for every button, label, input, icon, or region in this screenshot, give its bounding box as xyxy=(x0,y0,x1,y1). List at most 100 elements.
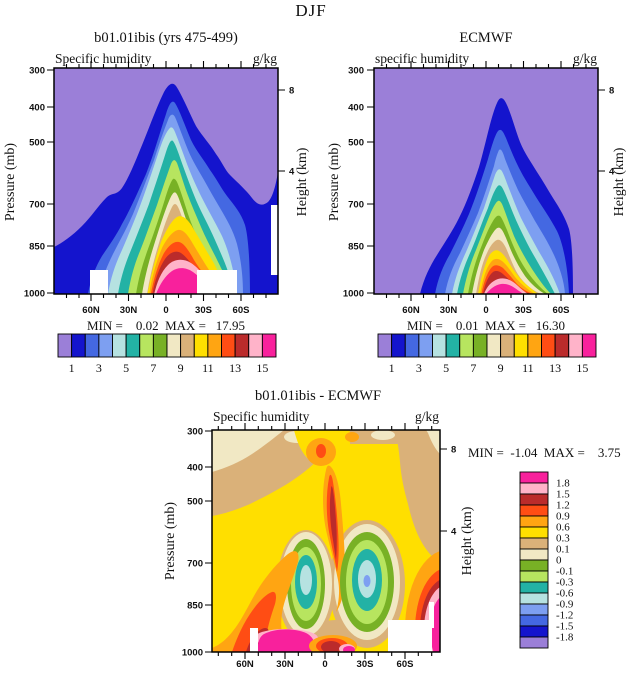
svg-text:0.9: 0.9 xyxy=(556,511,570,523)
panel-difference: b01.01ibis - ECMWF Specific humidity g/k… xyxy=(163,388,621,670)
height-axis-title: Height (km) xyxy=(460,506,475,575)
svg-text:30N: 30N xyxy=(120,305,138,316)
svg-text:850: 850 xyxy=(29,242,45,253)
topography-mask xyxy=(250,602,434,652)
svg-text:60S: 60S xyxy=(397,659,414,670)
svg-text:400: 400 xyxy=(348,103,364,114)
svg-text:1000: 1000 xyxy=(182,648,203,659)
svg-text:4: 4 xyxy=(289,167,295,178)
y-axis-tick-labels: 300 400 500 700 850 1000 xyxy=(24,66,45,300)
svg-text:8: 8 xyxy=(451,445,456,456)
svg-text:60S: 60S xyxy=(553,305,570,316)
y-axis-title: Pressure (mb) xyxy=(3,143,18,221)
height-axis-tick-labels: 8 4 xyxy=(609,86,615,178)
svg-text:9: 9 xyxy=(498,361,504,375)
svg-text:850: 850 xyxy=(348,242,364,253)
svg-text:7: 7 xyxy=(150,361,156,375)
units-label: g/kg xyxy=(573,51,597,66)
contour-field-model xyxy=(54,68,278,294)
svg-text:1: 1 xyxy=(389,361,395,375)
svg-text:1.8: 1.8 xyxy=(556,478,570,490)
svg-text:500: 500 xyxy=(348,138,364,149)
svg-text:0.1: 0.1 xyxy=(556,544,570,556)
svg-text:3: 3 xyxy=(416,361,422,375)
svg-text:700: 700 xyxy=(187,559,203,570)
svg-text:11: 11 xyxy=(522,361,534,375)
svg-text:-0.6: -0.6 xyxy=(556,588,574,600)
svg-text:0.3: 0.3 xyxy=(556,533,570,545)
colorbar: 1 3 5 7 9 11 13 15 xyxy=(57,333,277,375)
svg-text:60N: 60N xyxy=(236,659,254,670)
panel-subtitle: Specific humidity xyxy=(55,51,152,66)
svg-text:4: 4 xyxy=(451,527,457,538)
axis-ticks xyxy=(47,61,285,301)
svg-text:-0.9: -0.9 xyxy=(556,599,574,611)
svg-text:3: 3 xyxy=(96,361,102,375)
svg-text:300: 300 xyxy=(348,66,364,77)
svg-text:400: 400 xyxy=(29,103,45,114)
svg-text:15: 15 xyxy=(256,361,268,375)
svg-text:-1.8: -1.8 xyxy=(556,632,574,644)
svg-text:1.5: 1.5 xyxy=(556,489,570,501)
svg-text:500: 500 xyxy=(187,497,203,508)
svg-text:8: 8 xyxy=(609,86,614,97)
minmax-label: MIN = -1.04 MAX = 3.75 xyxy=(468,445,621,460)
svg-text:850: 850 xyxy=(187,601,203,612)
svg-text:8: 8 xyxy=(289,86,294,97)
svg-text:0: 0 xyxy=(163,305,168,316)
panel-title: b01.01ibis - ECMWF xyxy=(255,388,381,404)
axis-ticks xyxy=(367,61,605,301)
units-label: g/kg xyxy=(415,409,439,424)
svg-text:7: 7 xyxy=(470,361,476,375)
figure-title: DJF xyxy=(295,1,327,20)
panel-model: b01.01ibis (yrs 475-499) Specific humidi… xyxy=(3,30,310,375)
svg-text:30S: 30S xyxy=(515,305,532,316)
svg-text:-0.1: -0.1 xyxy=(556,566,573,578)
svg-text:15: 15 xyxy=(576,361,588,375)
x-axis-tick-labels: 60N 30N 0 30S 60S xyxy=(236,659,413,670)
svg-text:5: 5 xyxy=(443,361,449,375)
svg-text:13: 13 xyxy=(549,361,561,375)
colorbar: 1 3 5 7 9 11 13 15 xyxy=(377,333,597,375)
svg-text:11: 11 xyxy=(202,361,214,375)
contour-field-difference xyxy=(212,430,440,652)
svg-text:1: 1 xyxy=(69,361,75,375)
svg-text:9: 9 xyxy=(178,361,184,375)
svg-text:0: 0 xyxy=(483,305,488,316)
topography-mask xyxy=(90,205,278,294)
plot-frame xyxy=(211,429,441,653)
y-axis-tick-labels: 300 400 500 700 850 1000 xyxy=(182,427,203,659)
svg-text:30S: 30S xyxy=(357,659,374,670)
svg-text:60S: 60S xyxy=(233,305,250,316)
y-axis-tick-labels: 300 400 500 700 850 1000 xyxy=(343,66,364,300)
svg-text:30N: 30N xyxy=(440,305,458,316)
svg-text:700: 700 xyxy=(348,200,364,211)
minmax-label: MIN = 0.01 MAX = 16.30 xyxy=(407,318,565,333)
svg-text:400: 400 xyxy=(187,463,203,474)
x-axis-tick-labels: 60N 30N 0 30S 60S xyxy=(82,305,249,316)
colorbar-vertical: 1.81.51.20.90.60.30.10-0.1-0.3-0.6-0.9-1… xyxy=(519,471,574,649)
svg-text:-1.2: -1.2 xyxy=(556,610,573,622)
x-axis-tick-labels: 60N 30N 0 30S 60S xyxy=(402,305,569,316)
svg-text:1000: 1000 xyxy=(24,289,45,300)
panel-subtitle: specific humidity xyxy=(375,51,469,66)
svg-text:-0.3: -0.3 xyxy=(556,577,574,589)
height-axis-tick-labels: 8 4 xyxy=(289,86,295,178)
minmax-label: MIN = 0.02 MAX = 17.95 xyxy=(87,318,245,333)
svg-text:60N: 60N xyxy=(82,305,100,316)
contour-field-ecmwf xyxy=(374,68,598,294)
svg-text:4: 4 xyxy=(609,167,615,178)
svg-text:60N: 60N xyxy=(402,305,420,316)
svg-text:0.6: 0.6 xyxy=(556,522,570,534)
svg-text:1.2: 1.2 xyxy=(556,500,570,512)
height-axis-tick-labels: 8 4 xyxy=(451,445,457,538)
units-label: g/kg xyxy=(253,51,277,66)
svg-text:30N: 30N xyxy=(276,659,294,670)
height-axis-title: Height (km) xyxy=(612,147,627,216)
svg-text:0: 0 xyxy=(556,555,562,567)
svg-text:1000: 1000 xyxy=(343,289,364,300)
svg-text:5: 5 xyxy=(123,361,129,375)
panel-ecmwf: ECMWF specific humidity g/kg 300 400 xyxy=(327,30,627,375)
svg-text:300: 300 xyxy=(29,66,45,77)
y-axis-title: Pressure (mb) xyxy=(327,143,342,221)
